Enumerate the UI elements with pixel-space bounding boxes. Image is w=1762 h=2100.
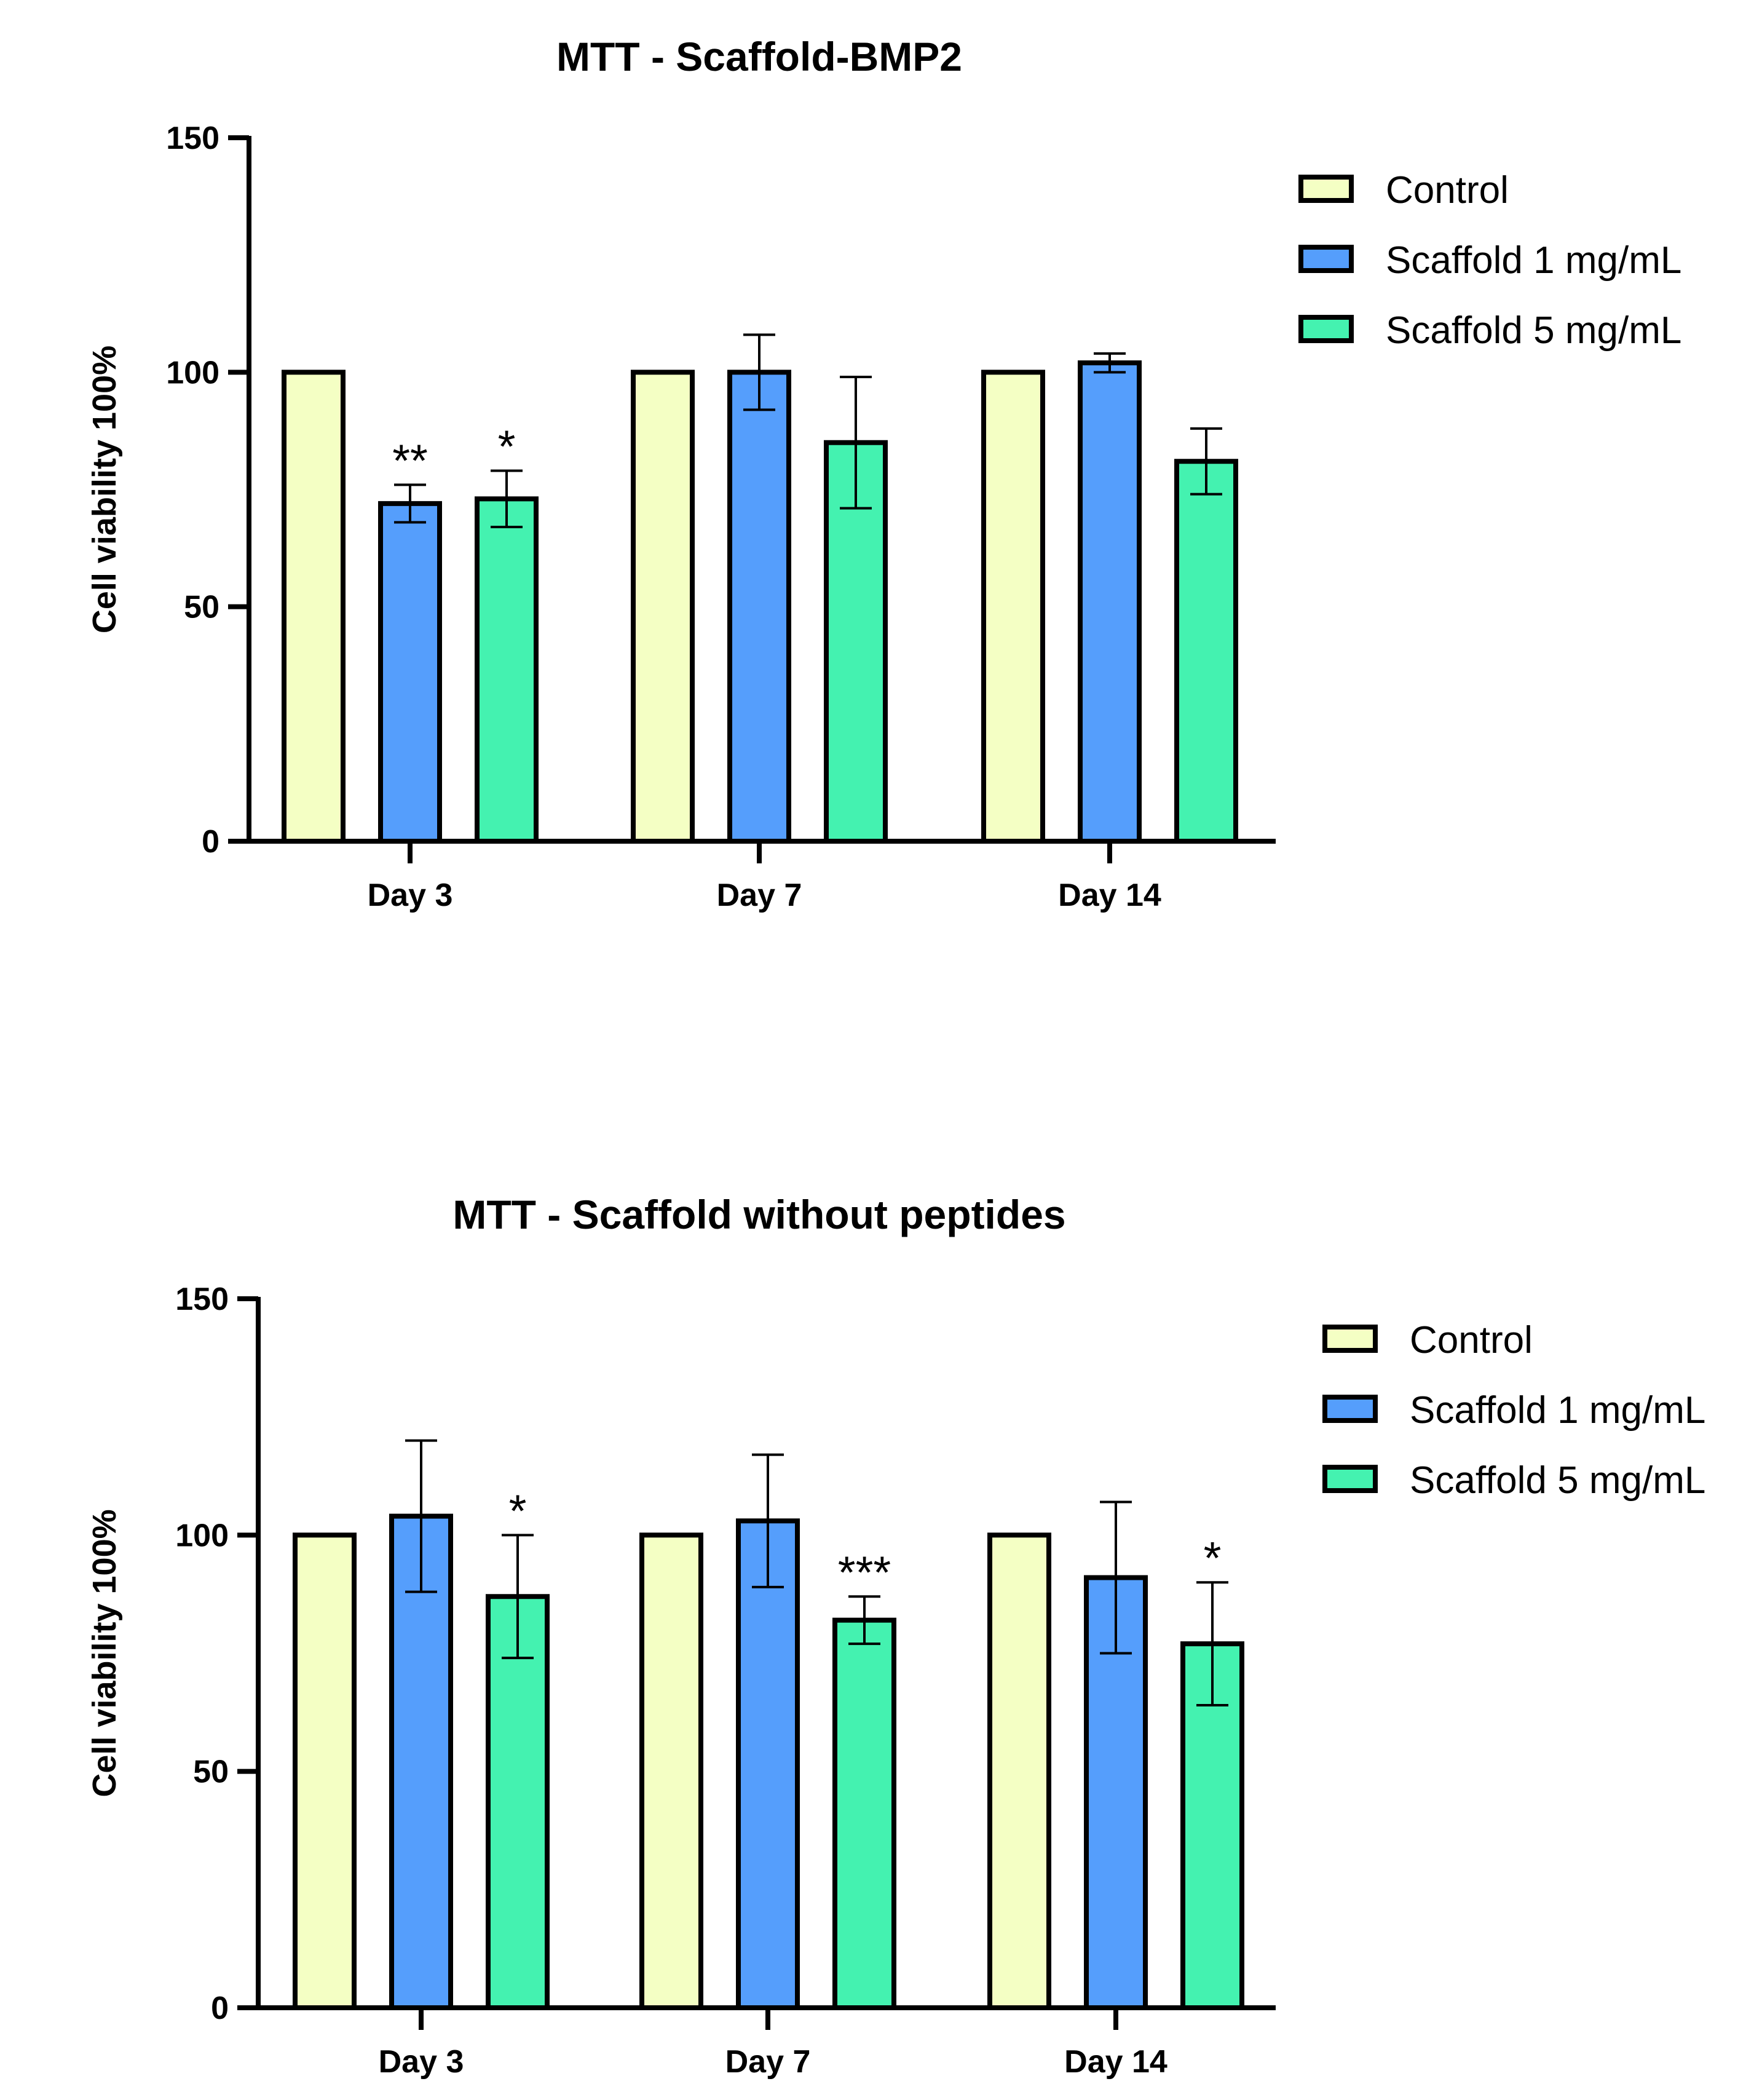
bar-control-day-14 — [981, 370, 1045, 844]
significance-mark: *** — [838, 1547, 891, 1598]
y-tick-label: 100 — [166, 355, 219, 390]
legend-swatch-scaffold-5-mg-ml — [1322, 1465, 1378, 1493]
significance-mark: * — [1204, 1532, 1222, 1583]
y-axis-label: Cell viability 100% — [86, 346, 123, 633]
significance-mark: ** — [392, 435, 428, 486]
legend-label-scaffold-1-mg-ml: Scaffold 1 mg/mL — [1410, 1389, 1705, 1432]
legend-label-scaffold-5-mg-ml: Scaffold 5 mg/mL — [1386, 309, 1681, 352]
bar-control-day-3 — [282, 370, 346, 844]
x-tick-label-day-7: Day 7 — [717, 878, 802, 913]
legend-label-scaffold-5-mg-ml: Scaffold 5 mg/mL — [1410, 1459, 1705, 1502]
y-axis-label: Cell viability 100% — [86, 1509, 123, 1797]
legend-label-control: Control — [1386, 169, 1509, 212]
x-tick-label-day-3: Day 3 — [379, 2044, 464, 2080]
chart-title: MTT - Scaffold without peptides — [452, 1192, 1065, 1237]
y-tick-label: 0 — [202, 824, 219, 860]
bar-scaffold-5-mg-ml-day-3 — [475, 496, 539, 844]
bar-control-day-3 — [293, 1532, 357, 2010]
significance-mark: * — [498, 421, 516, 472]
bar-scaffold-1-mg-ml-day-14 — [1078, 360, 1142, 844]
bar-scaffold-1-mg-ml-day-3 — [378, 501, 442, 844]
legend-swatch-scaffold-1-mg-ml — [1322, 1395, 1378, 1423]
y-tick-label: 150 — [175, 1282, 229, 1317]
legend-swatch-scaffold-5-mg-ml — [1298, 315, 1354, 343]
legend-swatch-control — [1298, 175, 1354, 203]
legend-swatch-scaffold-1-mg-ml — [1298, 245, 1354, 273]
y-tick-label: 150 — [166, 121, 219, 156]
bar-control-day-7 — [639, 1532, 703, 2010]
bar-control-day-14 — [987, 1532, 1051, 2010]
legend-swatch-control — [1322, 1325, 1378, 1353]
legend-label-scaffold-1-mg-ml: Scaffold 1 mg/mL — [1386, 239, 1681, 282]
chart-title: MTT - Scaffold-BMP2 — [556, 34, 962, 79]
x-tick-label-day-14: Day 14 — [1058, 878, 1161, 913]
bar-scaffold-5-mg-ml-day-7 — [832, 1617, 896, 2010]
bar-scaffold-5-mg-ml-day-14 — [1174, 459, 1238, 844]
chart-panel-scaffold-without-peptides: MTT - Scaffold without peptides Cell viab… — [86, 1192, 1705, 2080]
y-tick-label: 0 — [211, 1991, 229, 2026]
y-tick-label: 50 — [193, 1754, 229, 1790]
x-tick-label-day-7: Day 7 — [725, 2044, 811, 2080]
y-tick-label: 100 — [175, 1518, 229, 1553]
y-tick-label: 50 — [184, 590, 219, 625]
x-tick-label-day-3: Day 3 — [368, 878, 453, 913]
x-tick-label-day-14: Day 14 — [1064, 2044, 1167, 2080]
bar-control-day-7 — [631, 370, 695, 844]
chart-panel-scaffold-bmp2: MTT - Scaffold-BMP2 Cell viability 100% 0 5… — [86, 34, 1681, 913]
bar-scaffold-1-mg-ml-day-7 — [727, 370, 791, 844]
significance-mark: * — [509, 1485, 527, 1536]
legend-label-control: Control — [1410, 1319, 1533, 1361]
bar-scaffold-1-mg-ml-day-7 — [736, 1518, 800, 2011]
bar-scaffold-1-mg-ml-day-3 — [389, 1513, 453, 2010]
